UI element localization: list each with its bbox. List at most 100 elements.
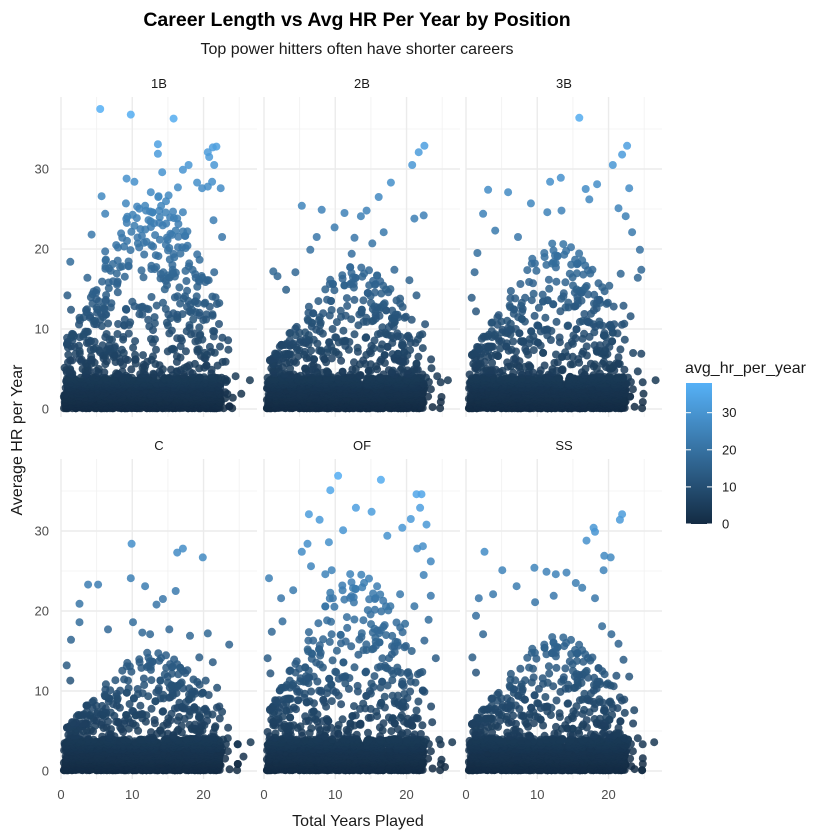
data-point [173,292,182,301]
data-point [616,345,625,354]
data-point [175,283,184,292]
data-point [473,343,482,351]
data-point [131,337,140,346]
data-point [112,241,121,250]
points [59,105,254,413]
data-point [101,247,110,256]
data-point [404,331,413,340]
data-point [120,315,129,324]
chart-title: Career Length vs Avg HR Per Year by Posi… [143,9,570,31]
data-point [209,216,218,225]
data-point [340,209,349,217]
data-point [114,320,123,328]
data-point [164,191,173,200]
data-point [357,305,366,314]
data-point [201,298,210,307]
data-point [336,306,345,315]
data-point [628,385,637,394]
data-point [68,329,77,338]
data-point [301,364,310,373]
data-point [139,273,148,282]
data-point [182,277,191,285]
data-point [209,327,218,335]
data-point [137,266,146,275]
data-point [282,349,291,358]
data-point [66,257,75,266]
y-tick-label: 20 [35,242,49,257]
data-point [159,298,167,307]
data-point [237,389,246,398]
data-point [638,378,647,387]
data-point [373,271,382,280]
data-point [428,403,437,412]
data-point [121,199,130,208]
data-point [524,361,533,370]
data-point [370,288,379,297]
data-point [169,309,178,318]
data-point [130,177,139,186]
data-point [319,309,328,318]
data-point [113,256,122,265]
data-point [97,192,106,201]
data-point [122,174,131,183]
data-point [427,364,436,373]
data-point [121,304,130,313]
data-point [169,114,178,123]
data-point [192,292,201,301]
data-point [200,373,209,382]
data-point [218,233,227,241]
data-point [347,249,356,258]
data-point [183,286,192,295]
data-point [368,239,377,248]
points [464,113,660,413]
data-point [153,149,162,158]
data-point [215,320,223,328]
data-point [386,178,395,187]
data-point [169,344,177,353]
data-point [297,201,306,210]
data-point [503,358,512,367]
data-point [216,184,225,193]
data-point [217,373,226,382]
data-point [291,268,300,277]
data-point [638,398,647,406]
data-point [130,221,139,230]
data-point [614,353,623,362]
data-point [98,277,107,286]
data-point [419,211,428,220]
data-point [210,268,219,277]
data-point [151,231,160,240]
data-point [92,286,101,295]
data-point [216,342,224,351]
data-point [195,323,204,332]
data-point [401,312,410,321]
data-point [433,372,442,381]
data-point [158,168,167,177]
data-point [639,389,648,398]
data-point [363,289,372,297]
data-point [183,227,192,236]
data-point [120,272,129,281]
data-point [338,367,347,376]
data-point [224,345,233,354]
data-point [312,233,321,241]
data-point [178,208,187,217]
data-point [322,367,331,376]
data-point [87,230,96,239]
data-point [443,376,452,385]
data-point [408,161,417,169]
data-point [208,177,217,186]
data-point [304,302,313,311]
data-point [152,345,160,354]
data-point [325,338,334,347]
data-point [633,367,642,376]
data-point [421,320,430,329]
data-point [141,201,150,210]
data-point [405,276,414,285]
data-point [67,305,75,314]
data-point [618,373,627,382]
data-point [98,341,107,350]
